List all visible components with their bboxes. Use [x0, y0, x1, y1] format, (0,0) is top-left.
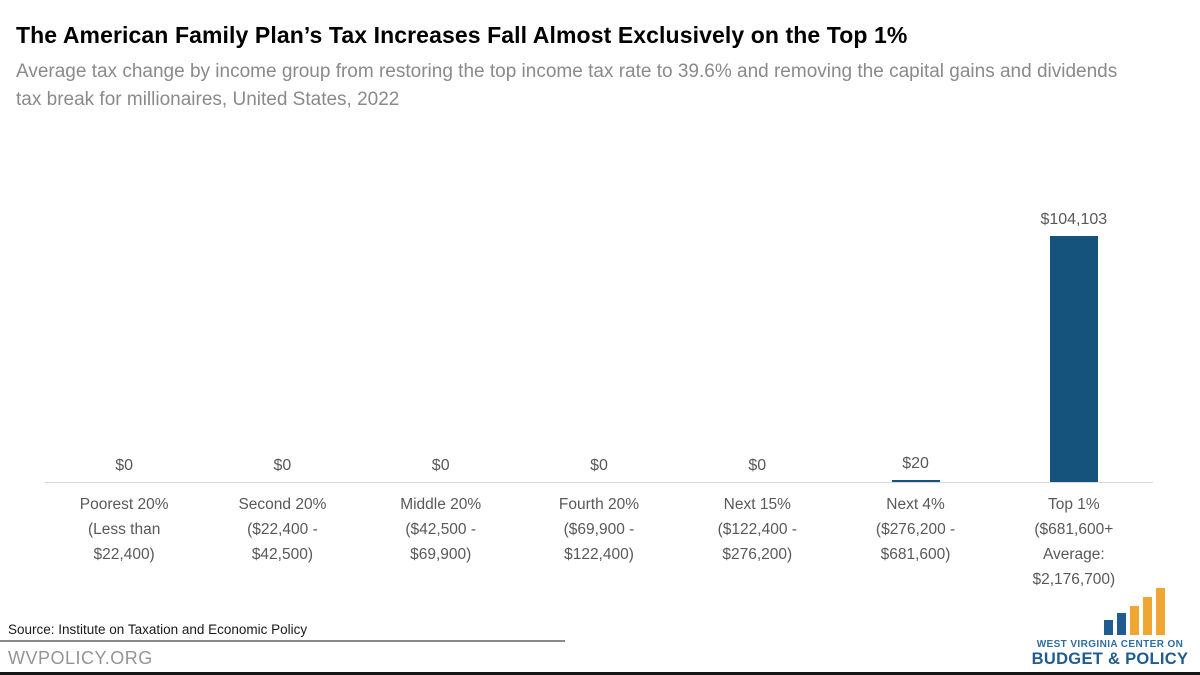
bar [891, 480, 940, 482]
logo-bar [1104, 620, 1113, 635]
bar-group-next-15: $0 [678, 200, 836, 482]
logo-bar [1156, 588, 1165, 635]
category-label: Middle 20% ($42,500 - $69,900) [400, 496, 482, 563]
category-label: Next 4% ($276,200 - $681,600) [875, 496, 956, 563]
bar [1049, 236, 1098, 482]
divider-line [0, 640, 565, 642]
category-label: Second 20% ($22,400 - $42,500) [238, 496, 327, 563]
value-label: $0 [273, 457, 292, 474]
bar-group-poorest-20: $0 [45, 200, 203, 482]
value-label: $104,103 [1040, 211, 1108, 228]
plot-area: $0 $0 $0 $0 $0 $20 $104,103 [45, 200, 1153, 483]
category-label: Poorest 20% (Less than $22,400) [79, 496, 169, 563]
value-label: $0 [590, 457, 608, 474]
logo-bar [1117, 613, 1126, 635]
logo-bar [1143, 597, 1152, 635]
bar-group-fourth-20: $0 [520, 200, 678, 482]
value-label: $0 [115, 457, 134, 474]
value-label: $0 [431, 457, 450, 474]
category-label: Next 15% ($122,400 - $276,200) [717, 496, 797, 563]
bar-group-next-4: $20 [836, 200, 994, 482]
website-text: WVPOLICY.ORG [8, 648, 153, 668]
wvcbp-logo: WEST VIRGINIA CENTER ON BUDGET & POLICY [1030, 588, 1190, 669]
category-label: Top 1% ($681,600+ Average: $2,176,700) [1032, 496, 1116, 588]
value-label: $0 [748, 457, 767, 474]
logo-bar [1130, 606, 1139, 635]
rising-bars-icon [1030, 588, 1190, 635]
bottom-border [0, 672, 1200, 675]
bar-group-top-1: $104,103 [995, 200, 1153, 482]
logo-org-name: WEST VIRGINIA CENTER ON [1036, 639, 1184, 650]
chart-title: The American Family Plan’s Tax Increases… [16, 22, 908, 48]
source-note: Source: Institute on Taxation and Econom… [8, 622, 308, 637]
logo-org-name-bold: BUDGET & POLICY [1031, 650, 1189, 668]
chart-subtitle: Average tax change by income group from … [16, 61, 1118, 110]
bar-group-second-20: $0 [203, 200, 361, 482]
category-label: Fourth 20% ($69,900 - $122,400) [558, 496, 640, 563]
category-axis: Poorest 20% (Less than $22,400) Second 2… [45, 492, 1153, 592]
value-label: $20 [902, 455, 929, 472]
bar-group-middle-20: $0 [362, 200, 520, 482]
